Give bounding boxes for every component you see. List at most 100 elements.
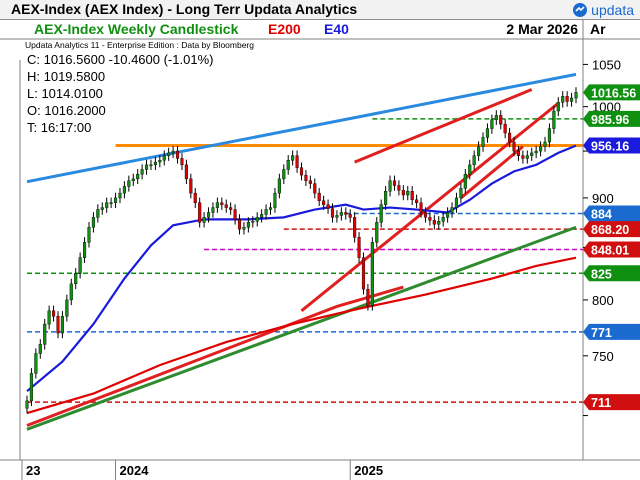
candle [330, 203, 335, 223]
ema40-legend: E40 [324, 21, 349, 37]
candle [326, 199, 330, 214]
candle-body [109, 202, 113, 204]
candle-body [574, 92, 578, 99]
candle-body [521, 155, 525, 159]
candle [43, 318, 47, 350]
price-tag-bg [583, 84, 640, 101]
candle-body [87, 227, 91, 243]
candle-body [308, 180, 312, 184]
trendline-red-long [26, 285, 404, 427]
candle-body [167, 152, 171, 156]
candle [477, 141, 481, 161]
price-tag-label: 985.96 [591, 113, 629, 127]
x-tick-label: 23 [26, 463, 40, 478]
candle [299, 162, 304, 181]
candle [530, 147, 534, 161]
candle-body [127, 180, 131, 187]
price-tag-bg [583, 265, 640, 282]
candle [122, 181, 126, 199]
candle-body [326, 204, 330, 209]
candle-body [122, 186, 126, 194]
candle-body [25, 400, 29, 409]
candle-body [428, 217, 432, 221]
candle [304, 169, 308, 186]
candle [193, 187, 197, 208]
candle [113, 192, 118, 208]
candle-body [96, 209, 100, 218]
candle [397, 180, 401, 196]
candle-body [144, 164, 149, 170]
candle-body [118, 192, 122, 199]
price-tag-label: 956.16 [591, 139, 629, 153]
y-tick-label: 750 [592, 349, 614, 364]
candle-body [60, 316, 64, 334]
candle-body [539, 146, 543, 152]
candle-body [503, 123, 507, 134]
candle-body [463, 173, 467, 189]
candle-body [317, 192, 321, 202]
candle-body [366, 288, 370, 306]
candle-body [437, 221, 441, 225]
candle [392, 175, 397, 191]
candle [127, 175, 131, 192]
candle [401, 185, 405, 201]
candle-body [392, 180, 397, 186]
axis-unit: Ar [590, 21, 606, 37]
candle [521, 150, 525, 164]
candle [158, 155, 162, 168]
candle [561, 91, 565, 108]
candle [282, 164, 286, 185]
candle-body [224, 204, 228, 208]
candle [291, 150, 295, 166]
candle-body [220, 202, 224, 205]
candle [485, 123, 490, 143]
candle-body [233, 209, 237, 220]
candle-body [494, 115, 498, 120]
time-axis: 23 2024 2025 [21, 460, 383, 480]
candle-body [264, 209, 268, 215]
candle-body [268, 207, 273, 210]
candle [260, 209, 264, 223]
candle-body [512, 141, 516, 152]
brand: updata [572, 0, 634, 19]
candle-body [401, 190, 405, 196]
candle [534, 145, 538, 159]
candle-body [415, 199, 419, 203]
candle [463, 168, 467, 194]
candle [432, 215, 436, 230]
candle [171, 145, 175, 159]
candle [277, 173, 281, 199]
candle [74, 268, 78, 290]
candle [419, 197, 423, 218]
price-tag: 985.96 [583, 110, 640, 127]
trendline-long-support [26, 225, 577, 431]
y-tick-label: 800 [592, 293, 614, 308]
candle-body [299, 167, 304, 176]
candle [317, 187, 321, 207]
candle [65, 294, 69, 322]
candle [25, 395, 29, 414]
candle [136, 168, 140, 185]
candle [149, 159, 153, 171]
candle-body [113, 197, 118, 203]
candle-body [339, 212, 343, 216]
candle [353, 212, 357, 243]
candle [348, 209, 352, 223]
candle [454, 192, 459, 213]
candle-body [472, 155, 476, 166]
candle-body [29, 373, 33, 402]
candle-body [136, 173, 140, 180]
candle-body [432, 220, 436, 225]
candlestick-chart[interactable]: AEX-Index Weekly Candlestick E200 E40 2 … [0, 20, 640, 480]
candle-body [82, 242, 87, 258]
ema200-line [26, 256, 577, 415]
candle-body [313, 183, 317, 194]
candle-body [162, 155, 166, 161]
candle [268, 202, 273, 215]
candle-body [237, 219, 242, 230]
candle-body [286, 160, 290, 170]
price-tag: 868.20 [583, 221, 640, 238]
candle [56, 311, 60, 339]
candle-body [78, 257, 82, 274]
candle [428, 212, 432, 226]
